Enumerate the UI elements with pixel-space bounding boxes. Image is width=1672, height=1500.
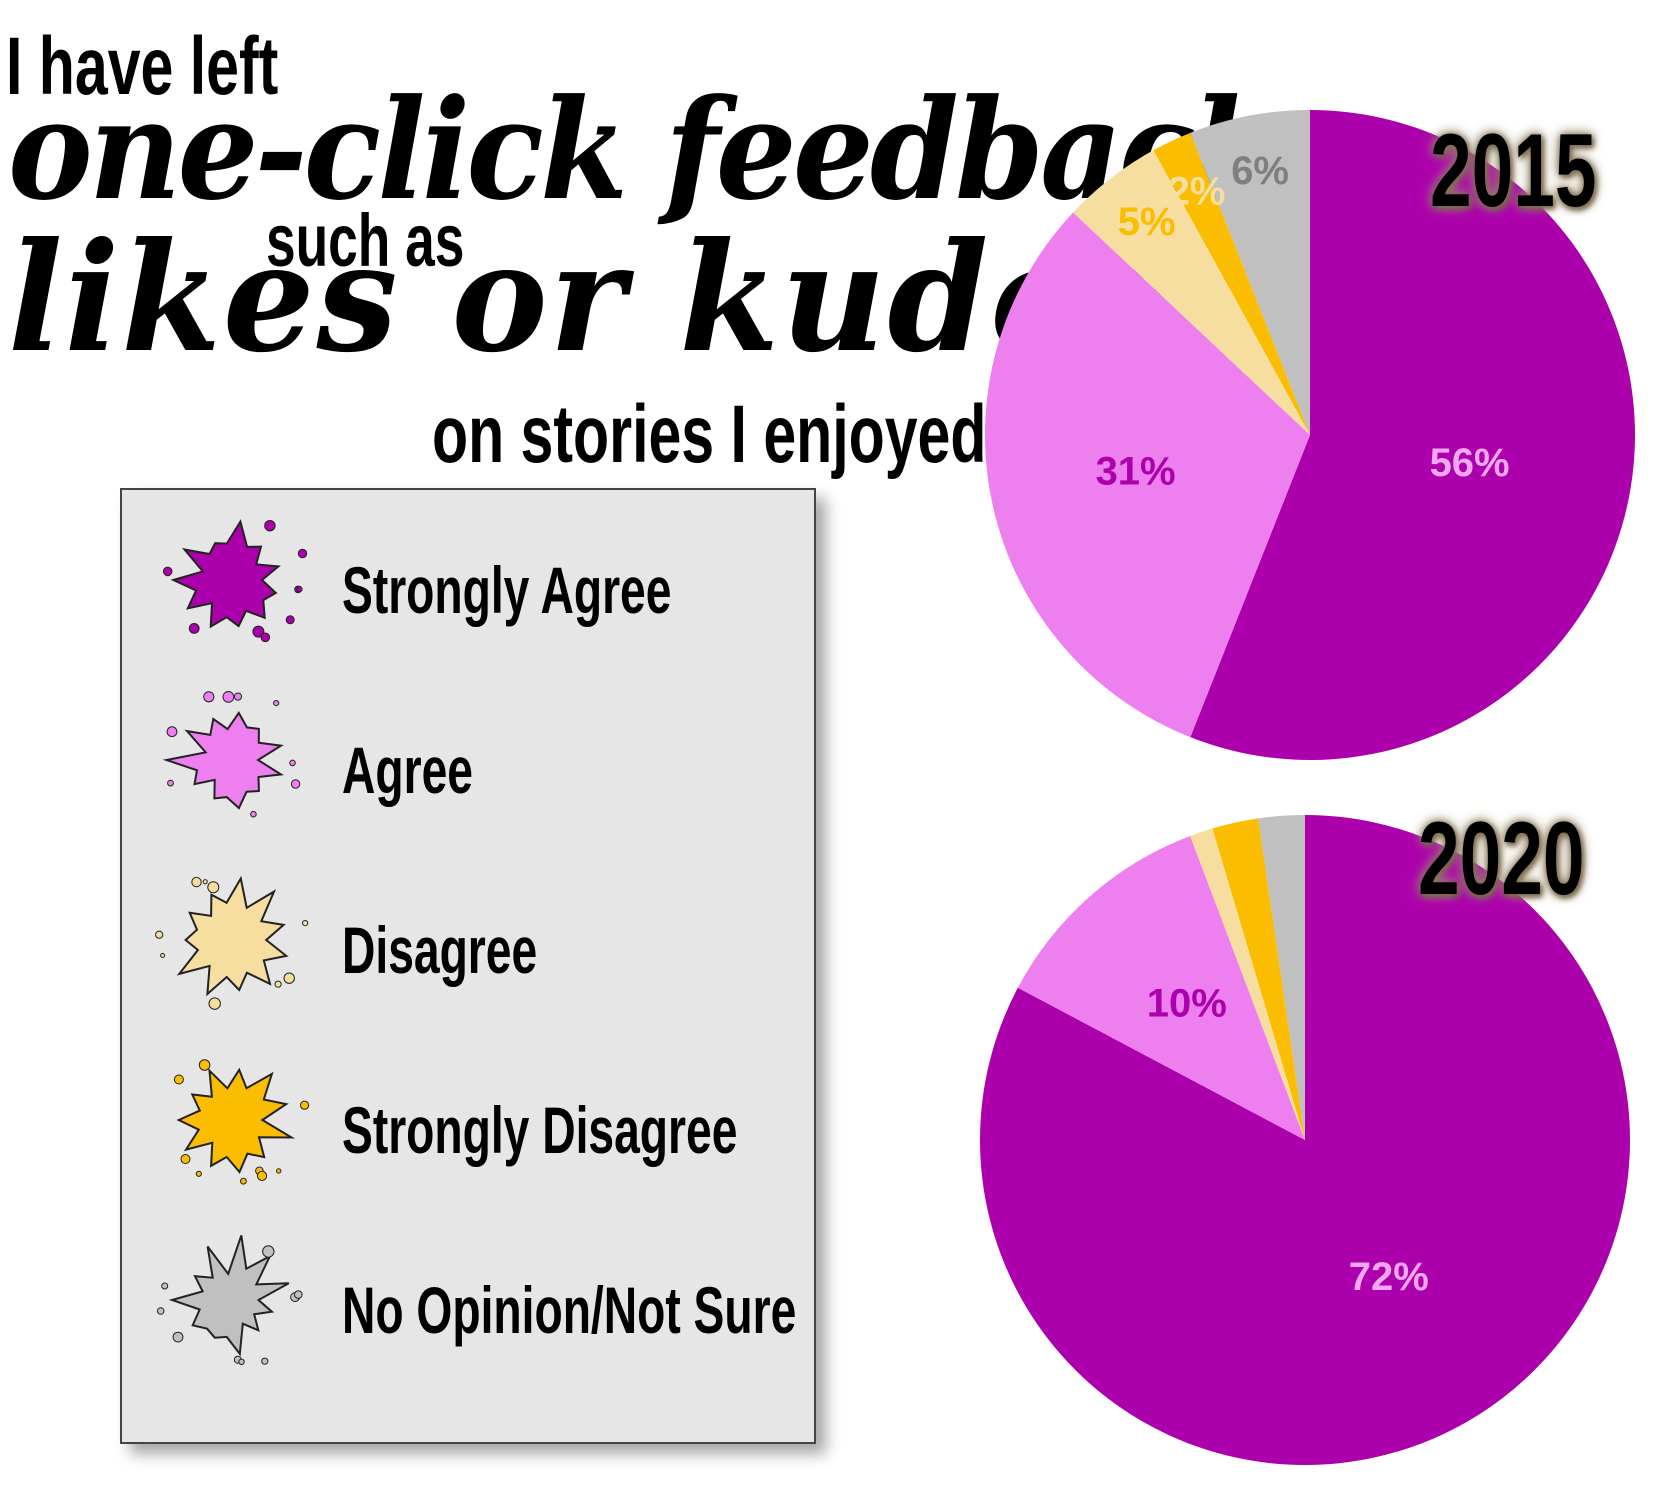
legend-label: Strongly Disagree [342,1093,738,1167]
year-label-2020: 2020 [1418,801,1585,917]
pie-data-label: 56% [1430,441,1510,485]
pie-slice-disagree [1073,150,1310,435]
legend: Strongly Agree Agree Disagree Strongly D… [120,488,816,1444]
splat-droplet [172,1331,184,1343]
splat-droplet [296,585,303,593]
paint-splat-icon [173,1059,310,1185]
title-line-5: on stories I enjoyed. [432,389,1003,480]
pie-slice-no-opinion-not-sure [1258,815,1305,1140]
title-line-3: such as [266,199,465,282]
splat-droplet [261,1357,269,1365]
pie-slice-strongly-disagree [1153,132,1310,435]
splat-droplet [208,997,221,1010]
splat-droplet [256,1170,268,1182]
paint-splat-icon [156,1235,303,1366]
splat-droplet [222,690,235,703]
pie-slice-strongly-agree [1190,110,1635,760]
pie-slice-strongly-disagree [1212,818,1305,1140]
splat-droplet [264,520,276,532]
legend-item-no-opinion: No Opinion/Not Sure [152,1228,796,1378]
pie-slice-strongly-agree [980,815,1631,1466]
splat-droplet [294,1290,303,1299]
splat-droplet [238,1358,245,1366]
pie-slice-agree [1017,835,1305,1140]
splat-body [176,1067,296,1174]
splat-droplet [240,1177,247,1185]
title-line-4: likes or kudos [8,210,1172,386]
splat-body [176,875,289,997]
year-label-2015: 2015 [1430,113,1597,229]
pie-slice-agree [985,212,1310,738]
pie-data-label: 31% [1096,450,1176,494]
splat-droplet [180,1154,191,1164]
splat-droplet [283,972,295,984]
title-line-2: one-click feedback [8,68,1280,231]
splat-droplet [191,876,202,888]
splat-droplet [173,1074,184,1085]
splat-droplet [285,615,295,625]
splat-droplet [202,879,208,885]
pie-slice-no-opinion-not-sure [1190,109,1310,435]
splat-droplet [290,779,301,789]
splat-droplet [161,1282,169,1290]
splat-droplet [167,779,174,787]
splat-droplet [289,759,296,767]
splat-droplet [203,691,215,703]
splat-droplet [195,1170,202,1177]
splat-droplet [166,726,178,738]
paint-splat-icon [162,519,308,643]
splat-droplet [302,920,309,927]
legend-item-strongly-disagree: Strongly Disagree [152,1048,792,1198]
legend-item-agree: Agree [152,688,792,838]
splat-droplet [297,548,308,559]
pie-slice-disagree [1190,828,1305,1140]
pie-data-label: 10% [1147,981,1227,1025]
splat-droplet [260,632,271,643]
legend-item-strongly-agree: Strongly Agree [152,508,792,658]
paint-splat-icon [155,875,309,1010]
splat-droplet [273,700,280,707]
legend-label: Agree [342,733,473,807]
pie-chart-2020: 72% 10% [980,815,1631,1466]
splat-droplet [233,692,243,701]
pie-data-label: 72% [1349,1255,1429,1299]
paint-splat-icon [162,690,301,818]
pie-data-label: 6% [1231,149,1289,193]
splat-droplet [250,810,257,818]
pie-data-label: 2% [1168,169,1226,213]
legend-item-disagree: Disagree [152,868,792,1018]
splat-droplet [160,953,166,958]
splat-droplet [155,930,164,939]
splat-droplet [276,1168,282,1174]
splat-droplet [156,1307,165,1315]
pie-data-label: 5% [1118,200,1176,244]
splat-droplet [252,625,265,638]
splat-droplet [162,566,173,577]
splat-droplet [207,881,220,894]
splat-droplet [262,1245,275,1258]
legend-label: Strongly Agree [342,553,672,627]
splat-droplet [274,980,282,988]
splat-body [168,1235,290,1357]
splat-droplet [188,623,200,634]
legend-label: Disagree [342,913,538,987]
splat-body [170,519,281,629]
legend-label: No Opinion/Not Sure [342,1273,797,1347]
splat-droplet [198,1059,211,1071]
splat-droplet [300,1100,310,1110]
pie-chart-2015: 56% 31% 5%2% 6% [985,109,1635,760]
splat-body [162,711,284,810]
title-line-1: I have left [6,21,279,112]
